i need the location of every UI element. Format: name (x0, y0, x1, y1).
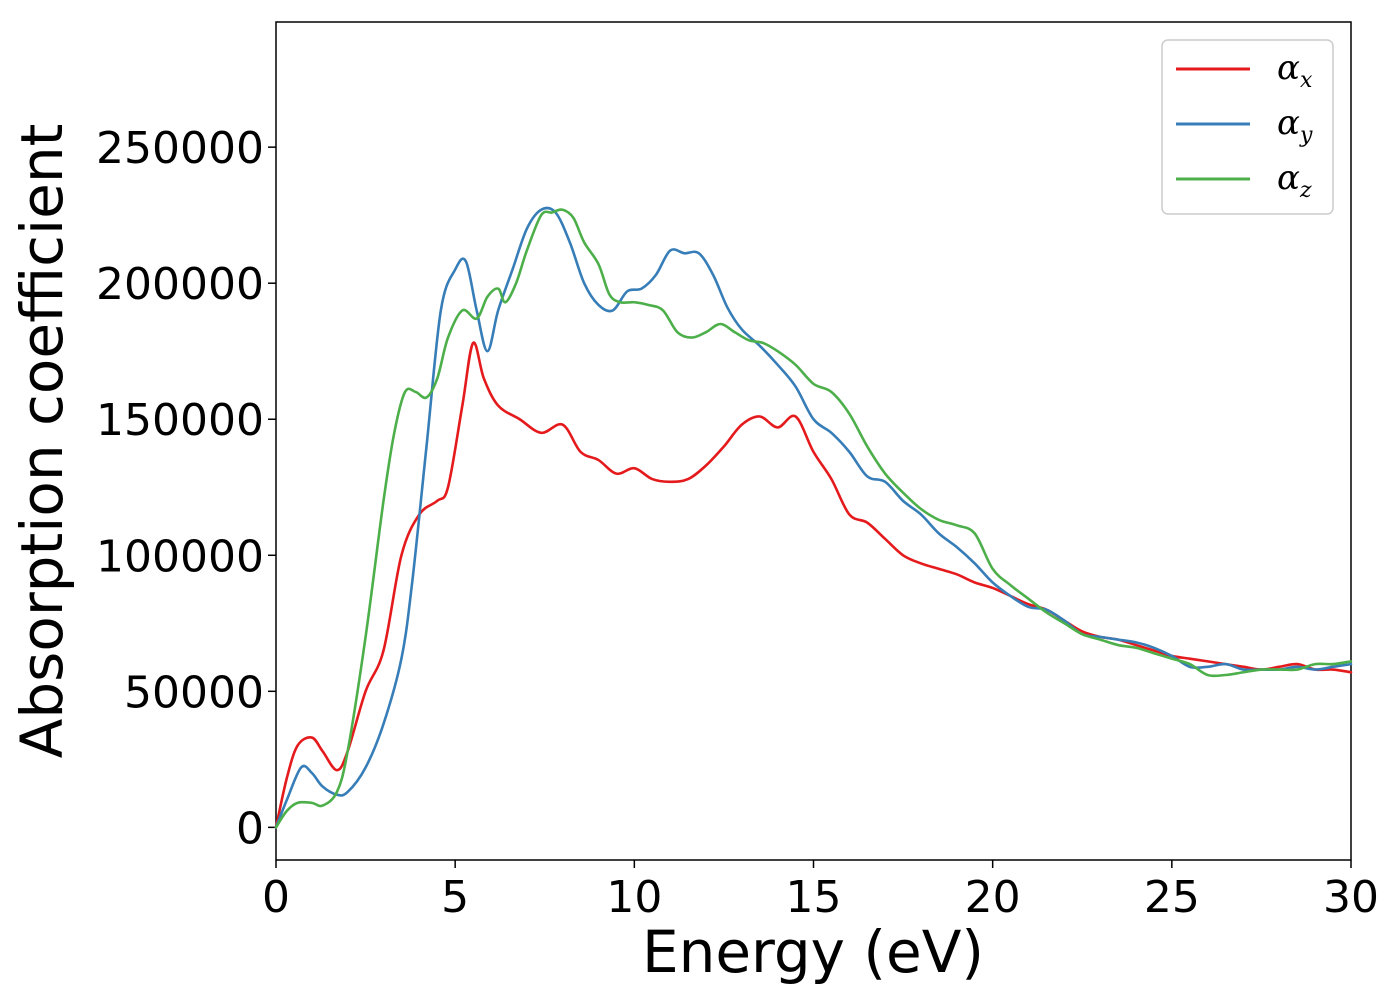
x-axis: 0 5 10 15 20 25 30 (262, 860, 1379, 923)
y-tick-label: 100000 (96, 531, 264, 582)
series-line-z (274, 208, 1353, 829)
legend-symbol: α (1277, 158, 1300, 198)
y-axis-title: Absorption coefficient (8, 124, 76, 759)
legend-box (1161, 39, 1334, 215)
legend-label-z: αz (1277, 158, 1312, 203)
x-tick-label: 15 (786, 872, 842, 923)
x-tick-label: 25 (1144, 872, 1200, 923)
legend-subscript: y (1299, 123, 1313, 148)
legend-subscript: z (1299, 178, 1312, 203)
legend-label-x: αx (1277, 48, 1313, 93)
y-tick-label: 50000 (124, 667, 264, 718)
x-tick-label: 5 (441, 872, 469, 923)
y-axis: 0 50000 100000 150000 200000 250000 (96, 123, 276, 854)
series-lines (274, 206, 1353, 829)
x-tick-label: 0 (262, 872, 290, 923)
y-tick-label: 200000 (96, 259, 264, 310)
x-axis-title: Energy (eV) (642, 918, 984, 986)
legend-symbol: α (1277, 103, 1300, 143)
legend-symbol: α (1277, 48, 1300, 88)
y-tick-label: 250000 (96, 123, 264, 174)
series-line-x (274, 341, 1353, 829)
y-tick-label: 150000 (96, 395, 264, 446)
series-line-y (274, 206, 1353, 829)
x-tick-label: 30 (1323, 872, 1379, 923)
legend-label-y: αy (1277, 103, 1313, 148)
x-tick-label: 10 (606, 872, 662, 923)
x-tick-label: 20 (965, 872, 1021, 923)
y-tick-label: 0 (236, 803, 264, 854)
legend-subscript: x (1300, 68, 1313, 93)
